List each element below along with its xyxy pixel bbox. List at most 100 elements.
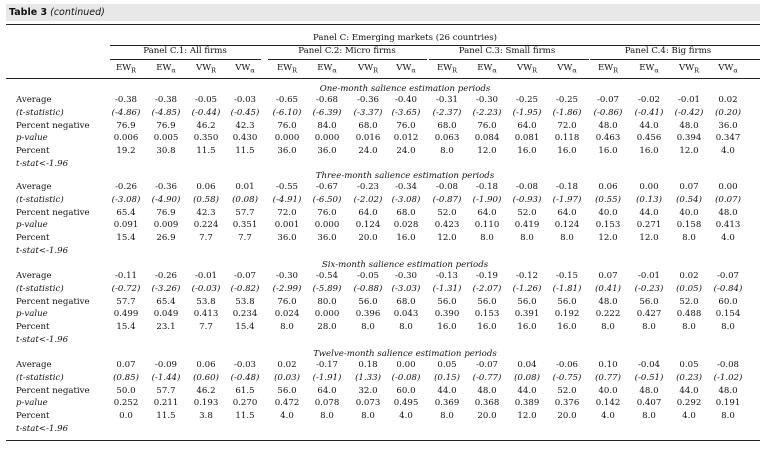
table-cell: 8.0 xyxy=(440,146,454,157)
table-cell: 44.0 xyxy=(517,385,537,396)
table-cell: (0.54) xyxy=(676,194,702,205)
table-cell: 0.063 xyxy=(434,133,460,144)
table-cell: (-1.81) xyxy=(552,283,582,294)
column-header-subscript: α xyxy=(654,66,659,75)
table-cell: 8.0 xyxy=(520,233,534,244)
table-cell: 0.084 xyxy=(474,133,500,144)
table-cell: 0.01 xyxy=(235,182,255,192)
table-cell: 57.7 xyxy=(116,296,136,307)
table-cell: (-0.03) xyxy=(191,283,221,294)
table-cell: 0.016 xyxy=(355,133,381,144)
table-cell: 24.0 xyxy=(358,146,378,157)
table-cell: (0.05) xyxy=(676,283,702,294)
table-cell: 16.0 xyxy=(517,322,537,333)
table-cell: 0.407 xyxy=(636,398,662,409)
panel-rule-2 xyxy=(268,59,427,60)
table-cell: 48.0 xyxy=(598,296,618,307)
table-cell: 0.390 xyxy=(434,309,460,320)
table-cell: -0.05 xyxy=(194,95,218,105)
table-cell: (-2.23) xyxy=(472,107,502,118)
section-title: Three-month salience estimation periods xyxy=(315,171,495,181)
table-cell: 44.0 xyxy=(437,385,457,396)
table-cell: 0.06 xyxy=(196,182,216,192)
table-cell: 0.427 xyxy=(636,309,662,320)
column-header-base: VW xyxy=(396,63,412,73)
row-label: p-value xyxy=(16,220,48,231)
table-cell: 4.0 xyxy=(601,411,615,422)
column-header: VWα xyxy=(235,63,254,75)
table-cell: 50.0 xyxy=(116,385,136,396)
table-cell: -0.08 xyxy=(515,182,539,192)
table-cell: (-1.26) xyxy=(512,283,542,294)
table-cell: -0.34 xyxy=(394,182,418,192)
column-header-subscript: R xyxy=(373,66,378,75)
table-cell: (-2.07) xyxy=(472,283,502,294)
column-header-subscript: α xyxy=(250,66,255,75)
table-cell: -0.01 xyxy=(677,95,701,105)
table-cell: (-5.89) xyxy=(312,283,342,294)
table-cell: 36.0 xyxy=(317,146,337,157)
table-cell: 0.271 xyxy=(636,220,662,231)
table-cell: (0.08) xyxy=(514,372,540,383)
table-continued-note: (continued) xyxy=(50,7,105,18)
table-cell: 8.0 xyxy=(642,322,656,333)
row-label: Percent negative xyxy=(16,207,90,218)
table-cell: (0.41) xyxy=(595,283,621,294)
table-cell: (0.60) xyxy=(193,372,219,383)
section-title: One-month salience estimation periods xyxy=(319,84,491,94)
table-cell: (-1.91) xyxy=(312,372,342,383)
table-cell: 8.0 xyxy=(280,322,294,333)
table-cell: (-0.48) xyxy=(230,372,260,383)
table-cell: (-1.90) xyxy=(472,194,502,205)
table-cell: (0.20) xyxy=(715,107,741,118)
table-cell: 64.0 xyxy=(477,207,497,218)
table-cell: 8.0 xyxy=(320,411,334,422)
table-cell: 0.153 xyxy=(474,309,500,320)
table-cell: 48.0 xyxy=(477,385,497,396)
table-cell: 0.350 xyxy=(193,133,219,144)
column-header-subscript: α xyxy=(492,66,497,75)
table-cell: 0.043 xyxy=(393,309,419,320)
column-header-base: VW xyxy=(358,63,374,73)
table-cell: 0.18 xyxy=(358,360,378,370)
table-cell: 52.0 xyxy=(517,207,537,218)
table-cell: 44.0 xyxy=(679,385,699,396)
column-header-subscript: R xyxy=(452,66,458,75)
table-cell: 0.07 xyxy=(679,182,699,192)
table-cell: (-2.37) xyxy=(432,107,462,118)
section-title: Six-month salience estimation periods xyxy=(321,260,489,270)
column-header: VWR xyxy=(517,63,537,75)
table-cell: 0.078 xyxy=(314,398,340,409)
column-header-base: VW xyxy=(517,63,533,73)
table-cell: 0.049 xyxy=(153,309,179,320)
table-cell: 64.0 xyxy=(358,207,378,218)
table-cell: (0.77) xyxy=(595,372,621,383)
table-cell: (0.03) xyxy=(274,372,300,383)
table-cell: 36.0 xyxy=(277,233,297,244)
table-cell: (-0.08) xyxy=(391,372,421,383)
table-cell: 0.456 xyxy=(636,133,662,144)
table-cell: (-0.41) xyxy=(634,107,664,118)
header-rule xyxy=(6,78,760,79)
table-cell: (-6.39) xyxy=(312,107,342,118)
table-cell: 11.5 xyxy=(235,146,255,157)
table-cell: (-6.50) xyxy=(312,194,342,205)
table-cell: 0.413 xyxy=(193,309,219,320)
table-cell: 40.0 xyxy=(598,207,618,218)
table-cell: -0.02 xyxy=(637,95,661,105)
table-cell: 0.091 xyxy=(113,220,139,231)
table-cell: 0.028 xyxy=(393,220,419,231)
column-header-subscript: R xyxy=(131,66,137,75)
column-header-base: VW xyxy=(679,63,695,73)
table-cell: -0.38 xyxy=(114,95,138,105)
table-cell: -0.12 xyxy=(515,271,539,281)
table-cell: (-0.72) xyxy=(111,283,141,294)
table-cell: 0.118 xyxy=(554,133,580,144)
table-cell: 0.0 xyxy=(119,411,133,422)
table-cell: -0.23 xyxy=(356,182,380,192)
table-cell: 12.0 xyxy=(639,233,659,244)
table-cell: 0.192 xyxy=(554,309,580,320)
table-cell: 0.073 xyxy=(355,398,381,409)
table-cell: 52.0 xyxy=(437,207,457,218)
table-cell: (0.15) xyxy=(434,372,460,383)
